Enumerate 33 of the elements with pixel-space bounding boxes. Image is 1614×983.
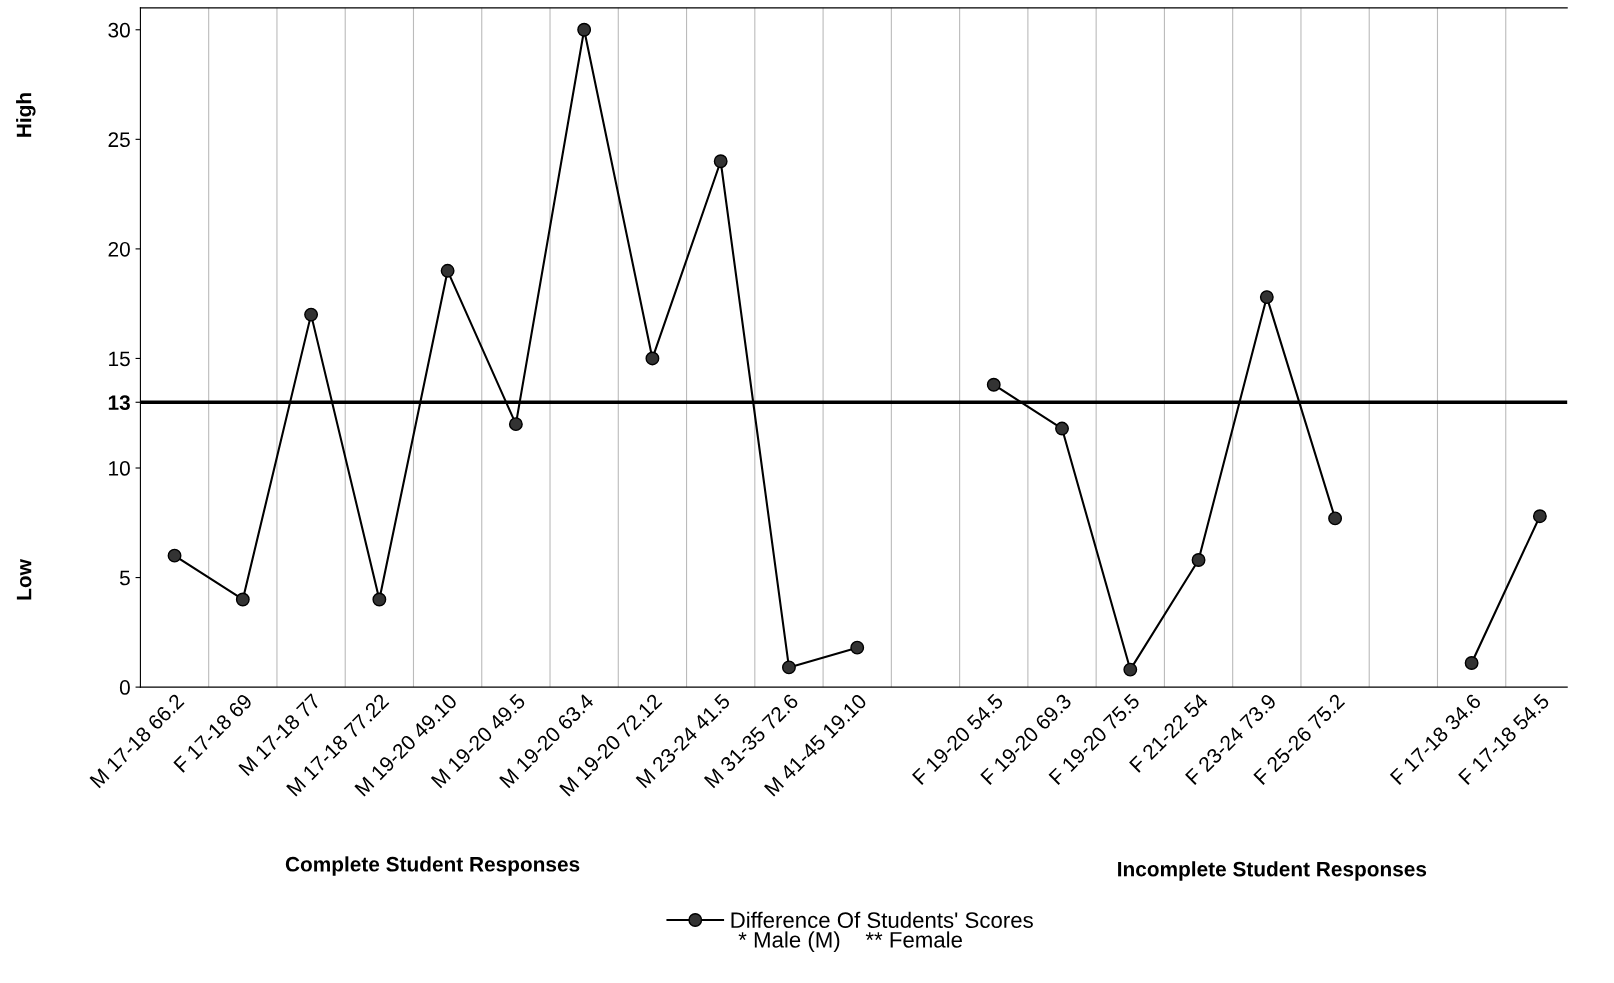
y-tick-label: 10 bbox=[109, 461, 130, 476]
y-tick-label: 0 bbox=[119, 680, 130, 695]
text: Complete Student Responses bbox=[285, 856, 580, 876]
y-tick-label: 5 bbox=[119, 570, 130, 586]
point bbox=[1464, 656, 1479, 670]
y-tick-label: 25 bbox=[108, 132, 130, 148]
legend-label: Difference Of Students' Scores bbox=[731, 911, 1033, 929]
y-tick-label: 20 bbox=[108, 241, 130, 257]
point bbox=[1123, 662, 1138, 677]
point bbox=[1055, 421, 1069, 436]
point bbox=[713, 154, 728, 169]
point bbox=[372, 592, 387, 607]
point bbox=[508, 417, 523, 432]
point bbox=[440, 263, 455, 278]
point bbox=[986, 377, 1001, 392]
text: * Male (M) ** Female bbox=[738, 931, 962, 953]
point bbox=[304, 307, 319, 322]
point bbox=[1259, 290, 1274, 305]
y-tick-label: 13 bbox=[108, 395, 130, 411]
point bbox=[1328, 511, 1343, 526]
point bbox=[645, 351, 660, 366]
point bbox=[235, 592, 250, 607]
point bbox=[577, 22, 592, 37]
y-tick-label: 15 bbox=[109, 351, 130, 367]
point bbox=[167, 548, 182, 563]
point bbox=[850, 640, 865, 655]
text: High bbox=[16, 93, 36, 137]
point bbox=[1532, 509, 1547, 524]
point bbox=[782, 660, 796, 675]
text: Incomplete Student Responses bbox=[1118, 861, 1427, 881]
point bbox=[1191, 553, 1206, 567]
text: Low bbox=[16, 559, 32, 600]
y-tick-label: 30 bbox=[108, 22, 130, 38]
